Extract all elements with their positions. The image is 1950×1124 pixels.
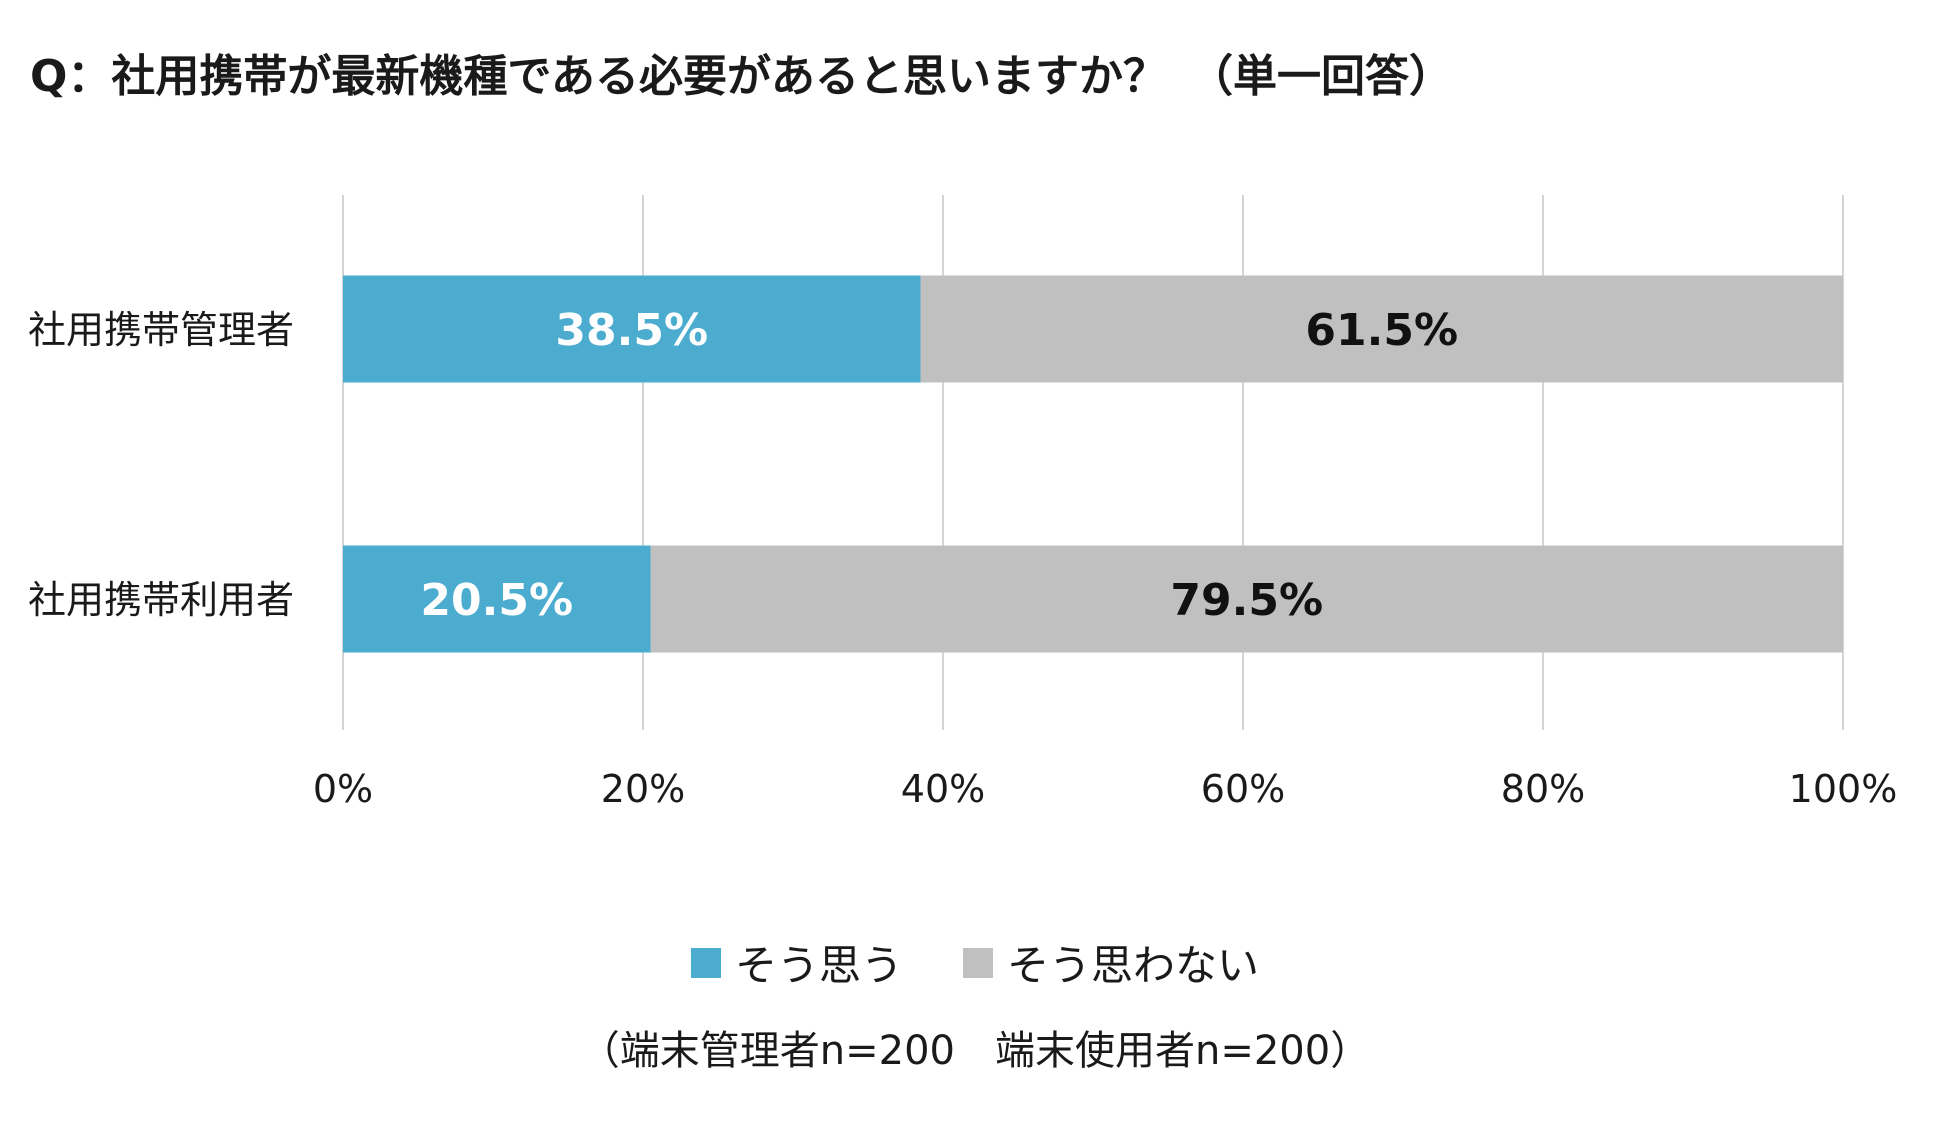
x-tick-label-80: 80% — [1501, 767, 1585, 811]
x-tick-label-40: 40% — [901, 767, 985, 811]
data-labels: 38.5% 61.5% 20.5% 79.5% — [420, 305, 1458, 626]
data-label-1-1: 79.5% — [1170, 575, 1323, 626]
bar-segment-0-0 — [343, 275, 921, 383]
legend: そう思う そう思わない — [0, 932, 1950, 993]
data-label-0-0: 38.5% — [555, 305, 708, 356]
x-tick-label-0: 0% — [313, 767, 373, 811]
legend-item-agree: そう思う — [690, 932, 903, 993]
x-tick-label-100: 100% — [1789, 767, 1898, 811]
bar-segment-0-1 — [920, 275, 1843, 383]
x-tick-labels: 0% 20% 40% 60% 80% 100% — [313, 767, 1897, 811]
bar-segment-1-1 — [650, 545, 1843, 653]
data-label-1-0: 20.5% — [420, 575, 573, 626]
data-label-0-1: 61.5% — [1305, 305, 1458, 356]
bar-segment-1-0 — [343, 545, 651, 653]
category-label-0: 社用携帯管理者 — [28, 308, 294, 352]
category-label-1: 社用携帯利用者 — [28, 578, 294, 622]
legend-label-disagree: そう思わない — [1007, 941, 1260, 990]
bars — [343, 275, 1843, 653]
sample-size-note: （端末管理者n=200 端末使用者n=200） — [579, 1028, 1371, 1074]
chart-title: Q：社用携帯が最新機種である必要があると思いますか？ （単一回答） — [30, 51, 1453, 102]
legend-swatch-disagree — [963, 947, 993, 978]
legend-item-disagree: そう思わない — [963, 932, 1259, 993]
legend-swatch-agree — [690, 947, 721, 978]
x-tick-label-20: 20% — [601, 767, 685, 811]
x-tick-label-60: 60% — [1201, 767, 1285, 811]
legend-label-agree: そう思う — [734, 941, 903, 990]
